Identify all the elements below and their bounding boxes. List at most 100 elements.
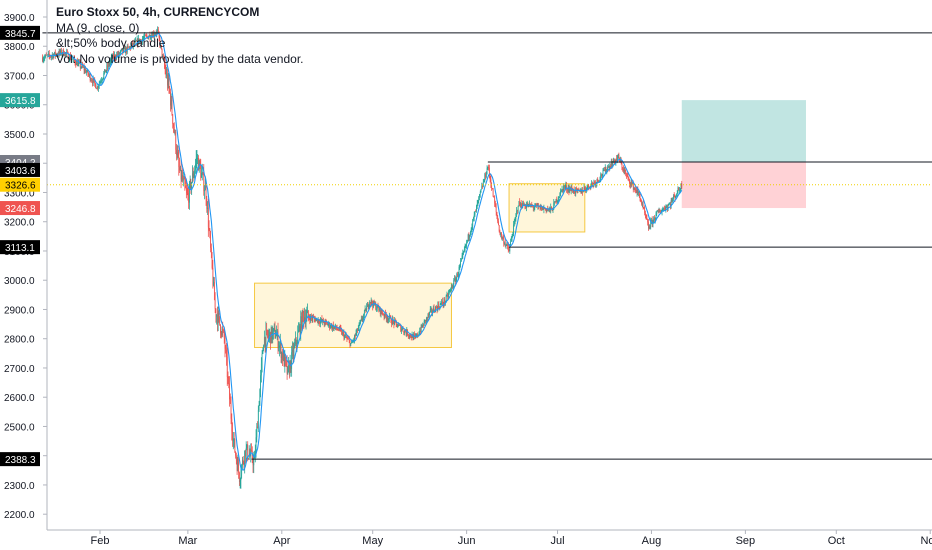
time-axis[interactable]: Feb Mar Apr May Jun Jul Aug Sep Oct Nov: [47, 529, 932, 547]
candles: [42, 26, 683, 489]
candle-body: [45, 55, 46, 58]
candle-body: [608, 166, 610, 170]
candle-body: [427, 314, 429, 319]
candle-body: [303, 313, 305, 322]
candle-body: [203, 173, 205, 192]
volume-indicator-label[interactable]: Vol: No volume is provided by the data v…: [56, 51, 304, 66]
candle-body: [557, 200, 558, 203]
candle-body: [45, 55, 47, 56]
candle-body: [146, 35, 148, 37]
candle-body: [385, 315, 387, 320]
candle-body: [77, 62, 79, 66]
candle-body: [204, 190, 205, 192]
candle-body: [302, 310, 304, 314]
candle-body: [131, 43, 133, 46]
candle-body: [242, 459, 243, 466]
candle-body: [464, 245, 466, 250]
body-candle-indicator-label[interactable]: &lt;50% body candle: [56, 36, 166, 50]
candle-body: [217, 312, 219, 325]
candle-body: [204, 186, 206, 191]
candle-body: [480, 189, 482, 193]
candle-body: [484, 174, 486, 181]
candle-body: [649, 227, 651, 229]
candle-body: [296, 343, 298, 345]
candle-body: [457, 273, 458, 277]
candle-body: [188, 196, 190, 203]
candle-body: [329, 322, 330, 328]
candle-body: [648, 222, 649, 229]
price-label-badge: [0, 452, 40, 467]
candle-body: [120, 51, 121, 53]
candle-body: [508, 249, 510, 252]
price-axis[interactable]: 3900.03800.03700.03600.03500.03400.03300…: [0, 0, 48, 530]
candle-body: [588, 186, 590, 188]
candle-body: [517, 206, 519, 211]
candle-body: [618, 154, 620, 159]
candle-body: [240, 474, 242, 481]
price-tick-label: 2500.0: [4, 422, 35, 433]
candle-body: [488, 167, 490, 175]
candle-body: [64, 52, 66, 56]
time-tick-label: Jul: [550, 535, 564, 547]
candle-body: [154, 34, 155, 36]
candle-body: [96, 86, 98, 89]
candle-body: [376, 305, 378, 309]
candle-body: [594, 182, 596, 183]
candle-body: [419, 330, 421, 335]
candle-body: [207, 207, 209, 228]
candle-body: [604, 169, 605, 171]
candle-body: [387, 318, 389, 321]
candle-body: [607, 167, 608, 170]
candle-body: [656, 211, 658, 214]
candle-body: [173, 126, 175, 133]
candle-body: [582, 190, 584, 193]
candle-body: [516, 210, 518, 212]
candle-body: [474, 211, 476, 215]
candle-body: [264, 337, 266, 346]
candle-body: [555, 199, 557, 203]
candle-body: [62, 49, 64, 54]
candle-body: [279, 343, 281, 346]
candle-body: [76, 61, 77, 66]
symbol-title[interactable]: Euro Stoxx 50, 4h, CURRENCYCOM: [56, 5, 260, 19]
price-label-text: 3615.8: [5, 96, 36, 107]
candle-body: [157, 29, 159, 33]
candle-body: [318, 319, 320, 323]
candle-body: [297, 332, 299, 344]
candle-body: [623, 169, 625, 172]
candle-body: [526, 204, 528, 206]
candle-body: [145, 35, 147, 37]
candle-body: [48, 53, 50, 56]
candle-body: [213, 281, 215, 286]
candle-body: [112, 54, 114, 59]
candle-body: [228, 377, 230, 384]
candle-body: [288, 365, 290, 367]
candle-body: [351, 342, 352, 344]
candle-body: [460, 258, 462, 262]
candle-body: [239, 480, 241, 483]
candle-body: [460, 261, 461, 266]
candle-body: [648, 227, 650, 229]
candle-body: [659, 210, 661, 213]
candle-body: [599, 178, 601, 181]
candle-body: [632, 182, 633, 184]
candle-body: [274, 327, 276, 338]
price-label-text: 3326.6: [5, 181, 36, 192]
candle-body: [505, 244, 507, 246]
candle-body: [577, 189, 579, 191]
ma-indicator-label[interactable]: MA (9, close, 0): [56, 20, 140, 35]
candle-body: [499, 231, 501, 235]
candle-body: [433, 307, 435, 312]
candle-body: [167, 74, 168, 86]
candle-body: [651, 220, 652, 221]
candle-body: [195, 158, 197, 165]
candle-body: [181, 175, 183, 180]
candle-body: [103, 73, 105, 78]
candle-body: [597, 179, 599, 181]
candle-body: [236, 460, 238, 471]
candle-body: [681, 183, 683, 188]
candle-body: [516, 210, 518, 215]
time-tick-label: Oct: [828, 535, 845, 547]
price-tick-label: 2700.0: [4, 364, 35, 375]
